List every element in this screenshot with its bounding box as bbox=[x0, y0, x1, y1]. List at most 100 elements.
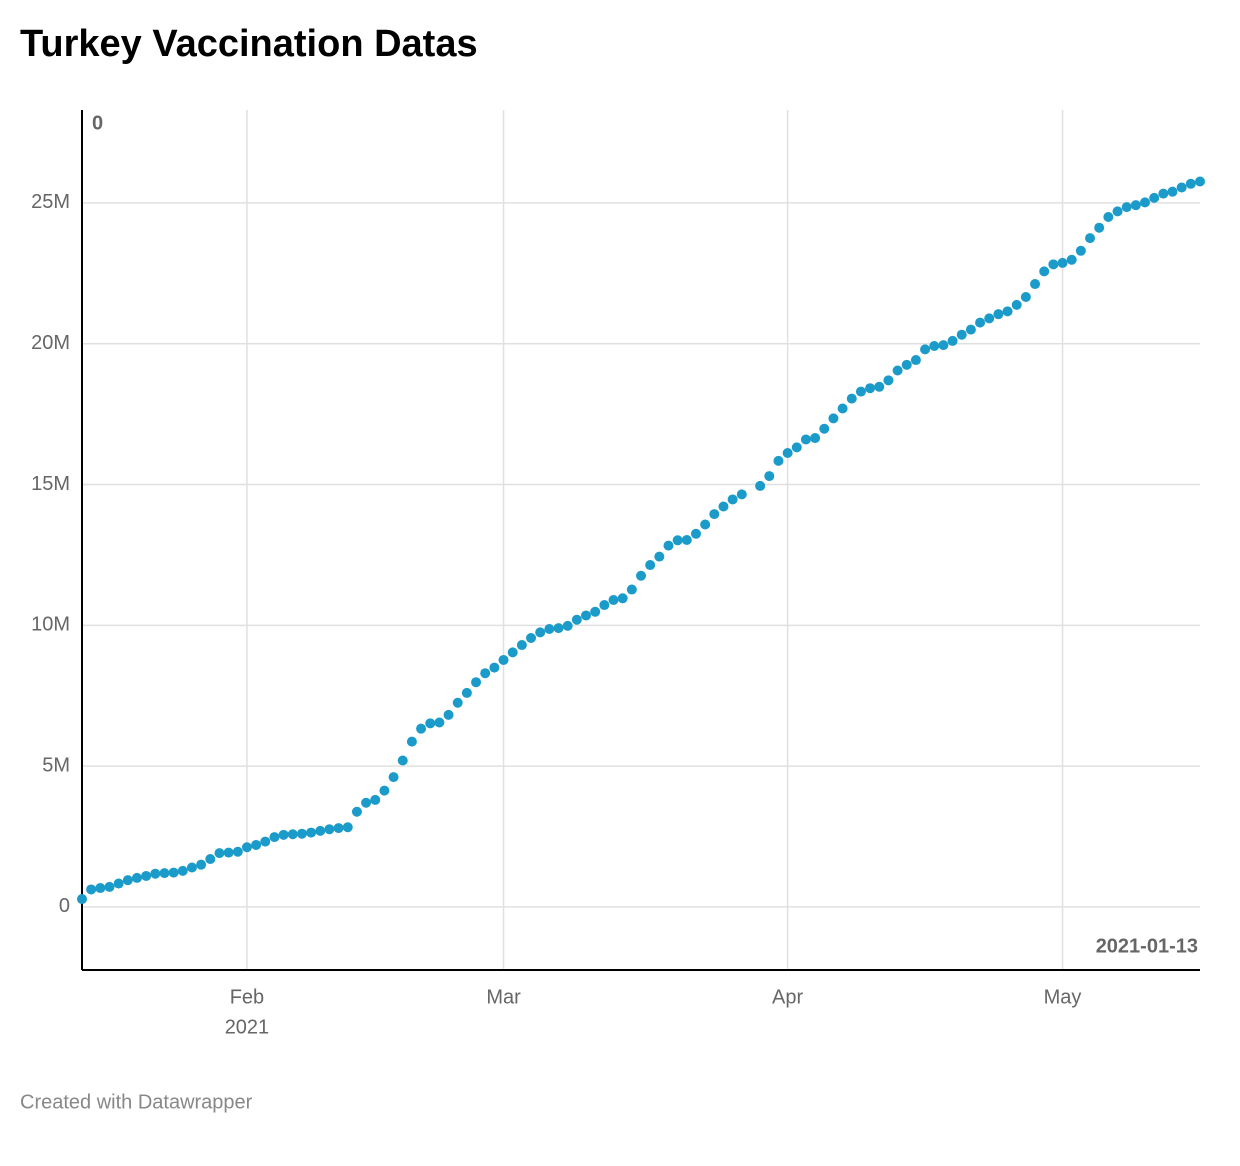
data-point bbox=[141, 870, 152, 881]
data-point bbox=[241, 842, 252, 853]
data-point bbox=[553, 623, 564, 634]
data-point bbox=[168, 867, 179, 878]
data-point bbox=[810, 433, 821, 444]
data-point bbox=[1149, 192, 1160, 203]
data-point bbox=[736, 489, 747, 500]
data-point bbox=[370, 794, 381, 805]
data-point bbox=[690, 528, 701, 539]
data-point bbox=[77, 894, 87, 905]
data-point bbox=[1130, 200, 1141, 211]
data-point bbox=[608, 594, 619, 605]
data-point bbox=[260, 836, 271, 847]
data-point bbox=[782, 447, 793, 458]
y-tick-label: 20M bbox=[31, 332, 70, 354]
data-point bbox=[663, 540, 674, 551]
x-tick-label: Mar bbox=[486, 986, 521, 1008]
data-point bbox=[544, 623, 555, 634]
data-point bbox=[910, 355, 921, 366]
data-point bbox=[1002, 306, 1013, 317]
data-point bbox=[1011, 299, 1022, 310]
data-point bbox=[1020, 291, 1031, 302]
data-point bbox=[1039, 266, 1050, 277]
data-point bbox=[186, 862, 197, 873]
y-tick-label: 10M bbox=[31, 614, 70, 636]
data-point bbox=[1176, 182, 1187, 193]
data-point bbox=[122, 875, 133, 886]
data-point bbox=[571, 614, 582, 625]
data-point bbox=[269, 832, 280, 843]
data-point bbox=[516, 640, 527, 651]
data-point bbox=[636, 570, 646, 581]
data-point bbox=[626, 584, 637, 595]
data-point bbox=[379, 785, 390, 796]
footer: Created with Datawrapper bbox=[20, 1091, 253, 1113]
data-point bbox=[296, 828, 307, 839]
x-tick-label: May bbox=[1044, 986, 1082, 1008]
y-tick-label: 25M bbox=[31, 191, 70, 213]
data-point bbox=[177, 865, 188, 876]
data-point bbox=[727, 494, 738, 505]
data-point bbox=[654, 551, 665, 562]
y-tick-label: 0 bbox=[59, 895, 70, 917]
data-point bbox=[892, 365, 903, 376]
data-point bbox=[315, 825, 326, 836]
data-point bbox=[1158, 188, 1169, 199]
data-point bbox=[700, 519, 711, 530]
data-point bbox=[764, 471, 775, 482]
data-point bbox=[489, 662, 500, 673]
data-point bbox=[113, 878, 124, 889]
data-point bbox=[920, 344, 931, 355]
data-point bbox=[306, 827, 317, 838]
data-point bbox=[709, 509, 720, 520]
data-point bbox=[1195, 176, 1205, 187]
data-point bbox=[590, 606, 601, 617]
annotation: 0 bbox=[92, 112, 103, 134]
data-point bbox=[1066, 254, 1077, 265]
data-point bbox=[1030, 279, 1041, 290]
data-point bbox=[452, 697, 463, 708]
data-point bbox=[434, 717, 445, 728]
annotation: 2021-01-13 bbox=[1096, 935, 1198, 957]
data-point bbox=[1121, 202, 1132, 213]
data-point bbox=[196, 859, 207, 870]
data-point bbox=[718, 501, 729, 512]
data-point bbox=[975, 317, 986, 328]
data-point bbox=[342, 822, 353, 833]
data-point bbox=[617, 593, 628, 604]
data-point bbox=[461, 687, 472, 698]
data-point bbox=[984, 313, 995, 324]
data-point bbox=[929, 340, 940, 351]
y-tick-label: 5M bbox=[42, 754, 70, 776]
data-point bbox=[901, 359, 912, 370]
data-point bbox=[681, 535, 692, 545]
data-point bbox=[993, 309, 1004, 320]
data-point bbox=[251, 839, 262, 850]
data-point bbox=[1112, 206, 1123, 217]
data-point bbox=[1140, 197, 1151, 208]
data-point bbox=[278, 829, 289, 840]
data-point bbox=[773, 455, 784, 466]
data-point bbox=[819, 423, 830, 434]
data-point bbox=[471, 677, 482, 688]
data-point bbox=[232, 846, 243, 857]
data-point bbox=[1167, 186, 1178, 197]
data-point bbox=[846, 393, 857, 404]
data-point bbox=[425, 718, 436, 729]
data-point bbox=[800, 434, 811, 445]
x-tick-label: Feb bbox=[230, 986, 264, 1008]
data-point bbox=[150, 868, 161, 879]
data-point bbox=[855, 386, 866, 397]
data-point bbox=[1185, 178, 1196, 189]
data-point bbox=[947, 335, 958, 346]
data-point bbox=[645, 560, 656, 571]
data-point bbox=[828, 413, 839, 424]
y-tick-label: 15M bbox=[31, 473, 70, 495]
data-point bbox=[159, 868, 170, 879]
data-point bbox=[205, 854, 216, 865]
data-point bbox=[1103, 212, 1114, 223]
data-point bbox=[1057, 257, 1068, 268]
data-point bbox=[397, 755, 408, 766]
data-point bbox=[837, 403, 848, 414]
data-point bbox=[956, 329, 967, 340]
